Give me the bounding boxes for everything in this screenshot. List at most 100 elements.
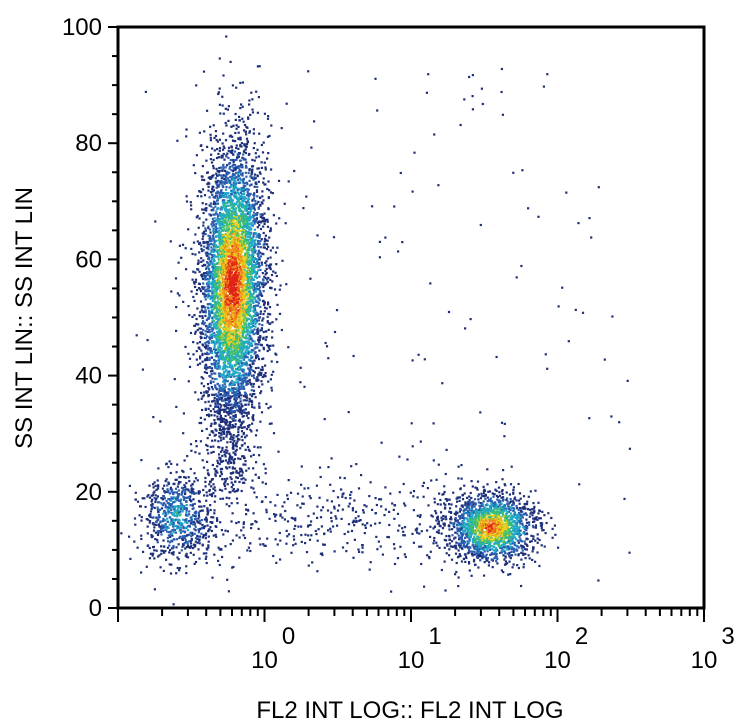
event-dot — [208, 196, 211, 199]
event-dot — [222, 145, 225, 148]
event-dot — [180, 549, 183, 552]
event-dot — [189, 500, 193, 503]
event-dot — [520, 551, 523, 554]
event-dot — [193, 532, 196, 535]
event-dot — [268, 264, 271, 268]
event-dot — [245, 351, 249, 354]
event-dot — [350, 491, 353, 494]
event-dot — [506, 497, 509, 500]
event-dot — [240, 359, 243, 363]
event-dot — [227, 430, 230, 433]
event-dot — [144, 505, 147, 508]
event-dot — [256, 111, 259, 114]
event-dot — [446, 498, 449, 501]
event-dot — [211, 478, 214, 481]
event-dot — [155, 549, 158, 552]
event-dot — [226, 406, 230, 410]
event-dot — [452, 491, 455, 494]
event-dot — [307, 70, 310, 73]
event-dot — [532, 502, 535, 505]
event-dot — [263, 373, 266, 377]
event-dot — [248, 331, 252, 334]
event-dot — [249, 231, 252, 234]
event-dot — [201, 277, 205, 281]
event-dot — [255, 304, 258, 307]
event-dot — [206, 261, 209, 264]
event-dot — [205, 532, 208, 535]
event-dot — [315, 533, 318, 536]
event-dot — [183, 527, 186, 530]
event-dot — [234, 404, 237, 407]
event-dot — [466, 496, 469, 499]
event-dot — [231, 158, 234, 162]
event-dot — [195, 511, 198, 514]
event-dot — [278, 217, 281, 220]
event-dot — [232, 459, 235, 462]
event-dot — [174, 497, 178, 501]
event-dot — [228, 410, 231, 413]
event-dot — [157, 555, 160, 558]
event-dot — [479, 504, 483, 508]
event-dot — [465, 504, 468, 508]
event-dot — [211, 187, 214, 190]
event-dot — [177, 482, 180, 485]
event-dot — [257, 200, 260, 203]
event-dot — [201, 249, 204, 253]
event-dot — [194, 540, 197, 543]
event-dot — [213, 414, 216, 417]
event-dot — [240, 385, 243, 388]
event-dot — [207, 189, 210, 192]
event-dot — [261, 190, 264, 193]
event-dot — [217, 559, 220, 562]
event-dot — [268, 306, 272, 309]
event-dot — [201, 352, 204, 355]
event-dot — [182, 498, 185, 501]
event-dot — [462, 532, 465, 535]
event-dot — [202, 259, 205, 262]
event-dot — [174, 531, 177, 534]
event-dot — [450, 518, 453, 521]
event-dot — [208, 310, 211, 313]
event-dot — [204, 306, 207, 309]
event-dot — [276, 493, 279, 496]
event-dot — [206, 352, 209, 356]
event-dot — [202, 230, 206, 233]
event-dot — [266, 135, 270, 138]
event-dot — [443, 522, 446, 525]
event-dot — [473, 547, 476, 550]
event-dot — [246, 194, 249, 197]
event-dot — [463, 519, 466, 522]
event-dot — [269, 278, 272, 281]
event-dot — [235, 476, 238, 479]
event-dot — [259, 420, 262, 423]
event-dot — [239, 447, 242, 450]
event-dot — [318, 466, 322, 469]
event-dot — [251, 362, 254, 365]
event-dot — [460, 537, 463, 540]
event-dot — [229, 543, 232, 546]
event-dot — [209, 347, 213, 350]
event-dot — [487, 547, 490, 550]
event-dot — [201, 395, 204, 398]
event-dot — [235, 490, 238, 493]
event-dot — [262, 303, 266, 306]
event-dot — [410, 422, 413, 425]
event-dot — [489, 553, 492, 556]
event-dot — [214, 489, 217, 492]
event-dot — [588, 417, 591, 420]
event-dot — [219, 387, 222, 390]
event-dot — [264, 168, 267, 171]
event-dot — [250, 169, 253, 172]
event-dot — [221, 104, 224, 107]
event-dot — [224, 455, 227, 458]
event-dot — [531, 508, 534, 511]
event-dot — [205, 159, 208, 162]
event-dot — [254, 356, 258, 360]
event-dot — [181, 510, 184, 513]
event-dot — [192, 164, 195, 167]
event-dot — [231, 174, 234, 177]
event-dot — [209, 139, 212, 142]
event-dot — [235, 144, 238, 147]
event-dot — [258, 299, 261, 302]
event-dot — [256, 174, 259, 177]
